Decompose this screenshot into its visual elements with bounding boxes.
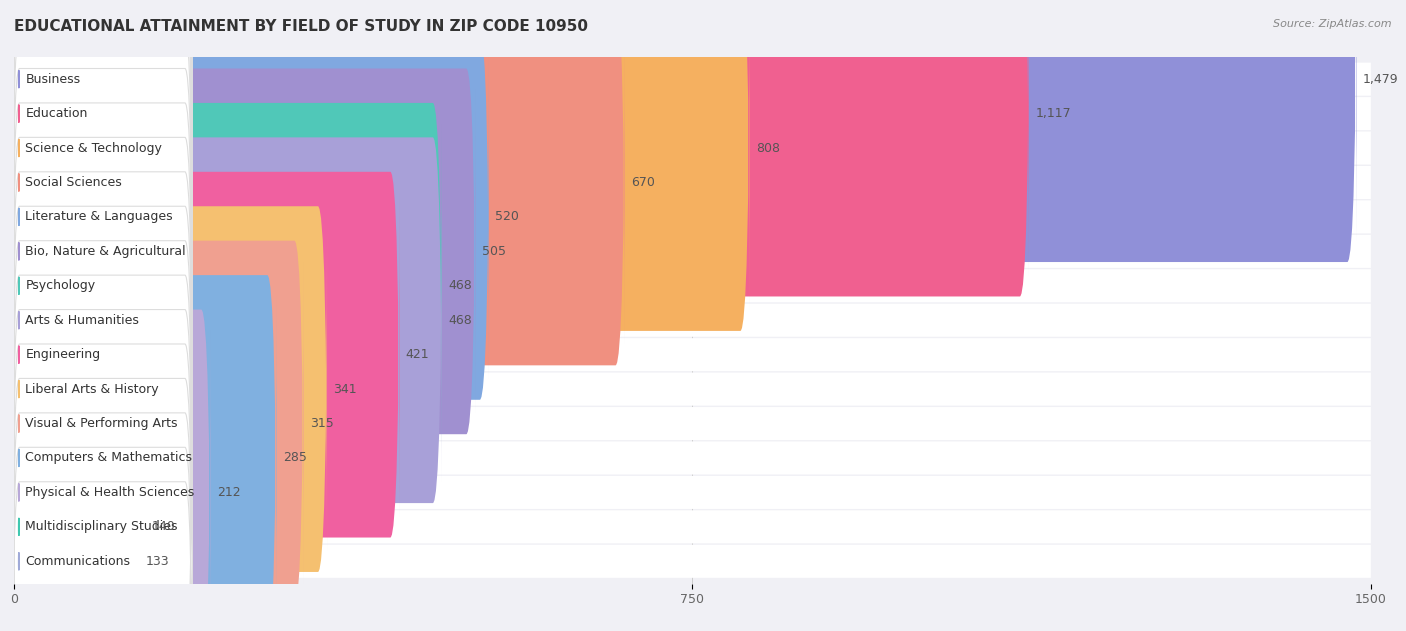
FancyBboxPatch shape [13,365,193,631]
FancyBboxPatch shape [10,34,489,400]
FancyBboxPatch shape [13,0,193,275]
FancyBboxPatch shape [10,172,399,538]
FancyBboxPatch shape [14,166,1371,199]
FancyBboxPatch shape [13,0,193,379]
Text: 285: 285 [283,451,307,464]
Text: 468: 468 [449,280,472,292]
FancyBboxPatch shape [14,510,1371,543]
Text: Multidisciplinary Studies: Multidisciplinary Studies [25,521,179,533]
FancyBboxPatch shape [13,0,193,344]
Text: 341: 341 [333,382,357,396]
Text: Psychology: Psychology [25,280,96,292]
Text: Visual & Performing Arts: Visual & Performing Arts [25,417,179,430]
FancyBboxPatch shape [10,138,441,503]
FancyBboxPatch shape [13,297,193,631]
Text: Engineering: Engineering [25,348,100,361]
Text: Business: Business [25,73,80,86]
Text: Computers & Mathematics: Computers & Mathematics [25,451,193,464]
Text: Literature & Languages: Literature & Languages [25,210,173,223]
FancyBboxPatch shape [13,193,193,585]
Text: Education: Education [25,107,87,120]
Text: 1,117: 1,117 [1035,107,1071,120]
FancyBboxPatch shape [14,97,1371,130]
Text: 1,479: 1,479 [1362,73,1399,86]
Text: 505: 505 [482,245,506,258]
FancyBboxPatch shape [13,90,193,481]
FancyBboxPatch shape [13,124,193,516]
Text: Science & Technology: Science & Technology [25,141,162,155]
FancyBboxPatch shape [13,56,193,447]
FancyBboxPatch shape [10,379,139,631]
FancyBboxPatch shape [13,262,193,631]
Text: Communications: Communications [25,555,131,568]
Text: 315: 315 [309,417,333,430]
Text: Bio, Nature & Agricultural: Bio, Nature & Agricultural [25,245,186,258]
FancyBboxPatch shape [10,0,749,331]
FancyBboxPatch shape [13,331,193,631]
FancyBboxPatch shape [10,344,145,631]
Text: Source: ZipAtlas.com: Source: ZipAtlas.com [1274,19,1392,29]
Text: 140: 140 [152,521,176,533]
Text: Physical & Health Sciences: Physical & Health Sciences [25,486,194,499]
FancyBboxPatch shape [14,62,1371,96]
FancyBboxPatch shape [14,201,1371,233]
Text: 133: 133 [145,555,169,568]
FancyBboxPatch shape [10,275,277,631]
Text: Social Sciences: Social Sciences [25,176,122,189]
FancyBboxPatch shape [10,0,1357,262]
FancyBboxPatch shape [14,476,1371,509]
FancyBboxPatch shape [10,0,624,365]
Text: Liberal Arts & History: Liberal Arts & History [25,382,159,396]
FancyBboxPatch shape [10,103,441,469]
FancyBboxPatch shape [14,442,1371,475]
Text: 212: 212 [217,486,240,499]
FancyBboxPatch shape [10,240,304,606]
FancyBboxPatch shape [14,269,1371,302]
Text: 670: 670 [631,176,655,189]
FancyBboxPatch shape [10,0,1029,297]
Text: 520: 520 [495,210,519,223]
FancyBboxPatch shape [14,338,1371,371]
FancyBboxPatch shape [10,310,211,631]
FancyBboxPatch shape [14,304,1371,337]
FancyBboxPatch shape [13,21,193,413]
Text: 421: 421 [406,348,429,361]
FancyBboxPatch shape [13,159,193,551]
FancyBboxPatch shape [14,407,1371,440]
Text: 808: 808 [756,141,780,155]
Text: EDUCATIONAL ATTAINMENT BY FIELD OF STUDY IN ZIP CODE 10950: EDUCATIONAL ATTAINMENT BY FIELD OF STUDY… [14,19,588,34]
FancyBboxPatch shape [10,69,475,434]
Text: Arts & Humanities: Arts & Humanities [25,314,139,327]
FancyBboxPatch shape [14,235,1371,268]
Text: 468: 468 [449,314,472,327]
FancyBboxPatch shape [13,0,193,310]
FancyBboxPatch shape [10,206,328,572]
FancyBboxPatch shape [14,545,1371,578]
FancyBboxPatch shape [13,228,193,620]
FancyBboxPatch shape [14,131,1371,165]
FancyBboxPatch shape [14,372,1371,406]
